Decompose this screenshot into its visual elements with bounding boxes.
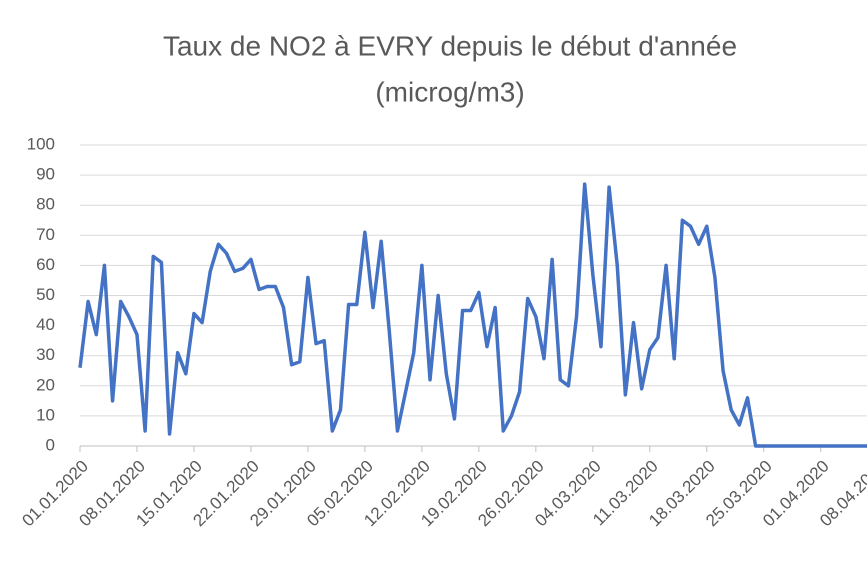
y-tick-label: 90 [36, 165, 55, 184]
y-tick-label: 60 [36, 255, 55, 274]
y-tick-label: 70 [36, 225, 55, 244]
y-tick-label: 0 [46, 435, 55, 454]
y-tick-label: 30 [36, 345, 55, 364]
chart-title: (microg/m3) [375, 76, 524, 107]
chart-title: Taux de NO2 à EVRY depuis le début d'ann… [163, 30, 737, 61]
y-tick-label: 40 [36, 315, 55, 334]
y-tick-label: 50 [36, 285, 55, 304]
data-line [78, 182, 867, 448]
y-tick-label: 10 [36, 405, 55, 424]
y-tick-label: 20 [36, 375, 55, 394]
y-tick-label: 100 [27, 134, 55, 153]
y-tick-label: 80 [36, 195, 55, 214]
